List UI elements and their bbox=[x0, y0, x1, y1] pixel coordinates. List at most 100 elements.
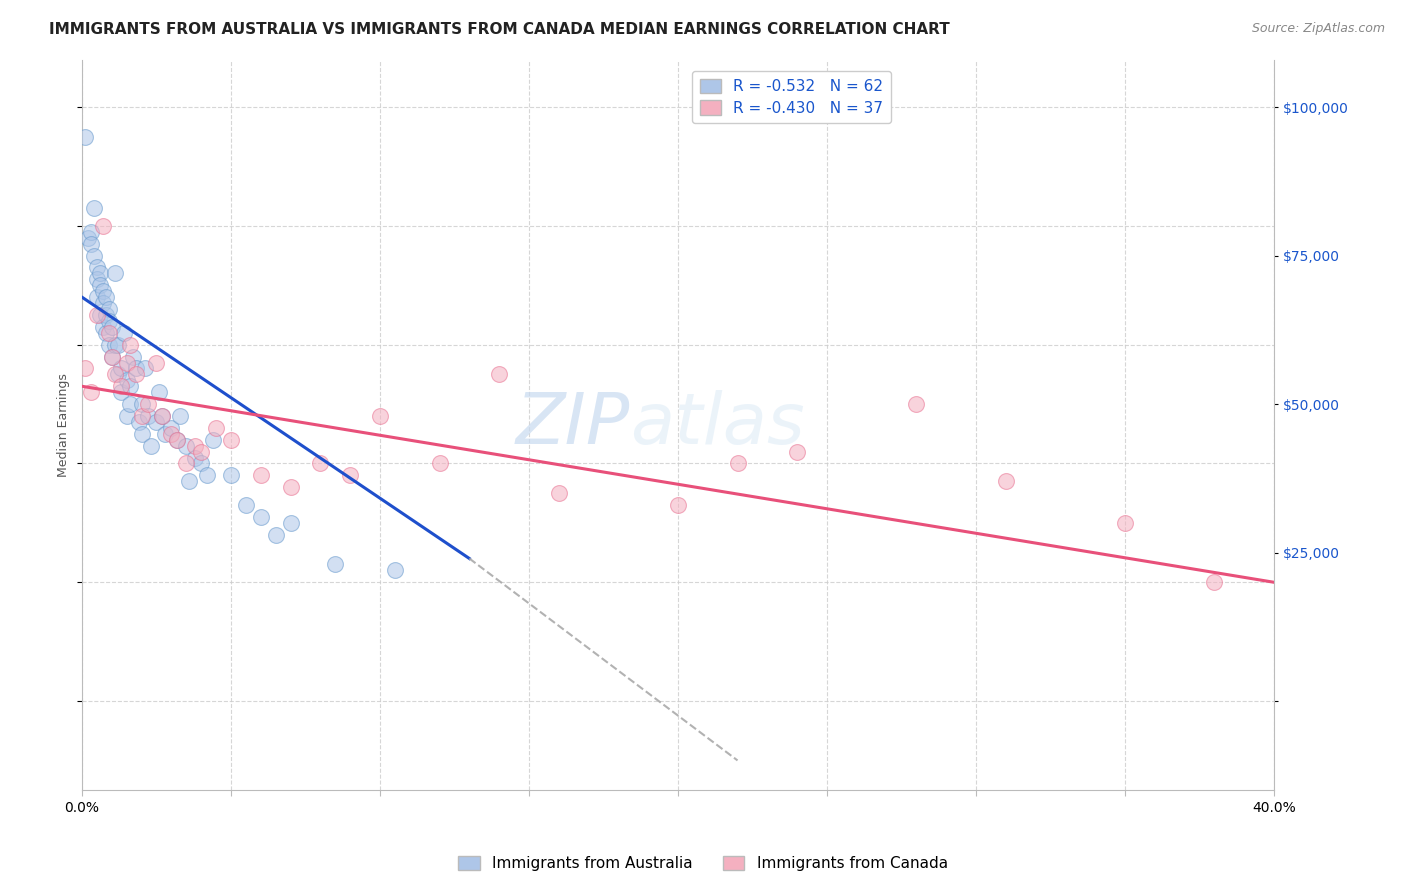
Point bbox=[786, 444, 808, 458]
Point bbox=[124, 361, 146, 376]
Point bbox=[145, 355, 167, 369]
Point bbox=[249, 510, 271, 524]
Point bbox=[118, 397, 141, 411]
Point bbox=[118, 379, 141, 393]
Point bbox=[131, 426, 153, 441]
Point bbox=[235, 498, 257, 512]
Point bbox=[91, 319, 114, 334]
Point bbox=[86, 290, 108, 304]
Point bbox=[80, 236, 103, 251]
Point bbox=[97, 314, 120, 328]
Y-axis label: Median Earnings: Median Earnings bbox=[58, 373, 70, 477]
Point bbox=[89, 308, 111, 322]
Point bbox=[97, 337, 120, 351]
Point bbox=[169, 409, 191, 423]
Point bbox=[547, 486, 569, 500]
Point bbox=[160, 421, 183, 435]
Point bbox=[115, 355, 138, 369]
Point bbox=[160, 426, 183, 441]
Point bbox=[86, 272, 108, 286]
Point bbox=[94, 326, 117, 340]
Point bbox=[488, 368, 510, 382]
Point bbox=[89, 267, 111, 281]
Point bbox=[905, 397, 928, 411]
Point bbox=[91, 284, 114, 298]
Point bbox=[280, 516, 302, 530]
Point bbox=[136, 397, 159, 411]
Point bbox=[94, 290, 117, 304]
Point bbox=[339, 468, 361, 483]
Point bbox=[112, 326, 135, 340]
Point bbox=[184, 450, 207, 465]
Point bbox=[104, 368, 127, 382]
Point bbox=[73, 129, 96, 144]
Point bbox=[80, 225, 103, 239]
Point bbox=[110, 361, 132, 376]
Legend: Immigrants from Australia, Immigrants from Canada: Immigrants from Australia, Immigrants fr… bbox=[453, 849, 953, 877]
Point bbox=[107, 368, 129, 382]
Point bbox=[174, 439, 197, 453]
Point bbox=[429, 457, 451, 471]
Point bbox=[152, 409, 174, 423]
Point bbox=[727, 457, 749, 471]
Point bbox=[166, 433, 188, 447]
Point bbox=[136, 409, 159, 423]
Point bbox=[145, 415, 167, 429]
Point bbox=[121, 350, 143, 364]
Point bbox=[994, 475, 1017, 489]
Point bbox=[1114, 516, 1136, 530]
Point bbox=[190, 457, 212, 471]
Point bbox=[73, 361, 96, 376]
Point bbox=[86, 308, 108, 322]
Text: ZIP: ZIP bbox=[516, 391, 630, 459]
Point bbox=[110, 379, 132, 393]
Point bbox=[94, 308, 117, 322]
Point bbox=[77, 231, 100, 245]
Point bbox=[174, 457, 197, 471]
Point bbox=[219, 468, 242, 483]
Point bbox=[83, 201, 105, 215]
Point bbox=[368, 409, 391, 423]
Point bbox=[179, 475, 201, 489]
Point bbox=[148, 385, 170, 400]
Point bbox=[101, 319, 124, 334]
Point bbox=[115, 373, 138, 387]
Point bbox=[280, 480, 302, 494]
Point bbox=[101, 350, 124, 364]
Point bbox=[97, 301, 120, 316]
Point bbox=[249, 468, 271, 483]
Point bbox=[83, 249, 105, 263]
Point bbox=[219, 433, 242, 447]
Point bbox=[309, 457, 332, 471]
Point bbox=[80, 385, 103, 400]
Point bbox=[152, 409, 174, 423]
Point bbox=[166, 433, 188, 447]
Point bbox=[118, 337, 141, 351]
Point bbox=[131, 409, 153, 423]
Point bbox=[1204, 575, 1226, 590]
Point bbox=[139, 439, 162, 453]
Point bbox=[131, 397, 153, 411]
Point bbox=[190, 444, 212, 458]
Point bbox=[89, 278, 111, 293]
Point bbox=[107, 337, 129, 351]
Point bbox=[91, 219, 114, 233]
Point bbox=[97, 326, 120, 340]
Text: atlas: atlas bbox=[630, 391, 804, 459]
Point bbox=[128, 415, 150, 429]
Point bbox=[205, 421, 228, 435]
Point bbox=[323, 558, 346, 572]
Point bbox=[184, 439, 207, 453]
Point bbox=[104, 267, 127, 281]
Legend: R = -0.532   N = 62, R = -0.430   N = 37: R = -0.532 N = 62, R = -0.430 N = 37 bbox=[692, 70, 891, 123]
Point bbox=[91, 296, 114, 310]
Text: Source: ZipAtlas.com: Source: ZipAtlas.com bbox=[1251, 22, 1385, 36]
Point bbox=[104, 337, 127, 351]
Point bbox=[110, 385, 132, 400]
Point bbox=[134, 361, 156, 376]
Point bbox=[195, 468, 218, 483]
Point bbox=[155, 426, 177, 441]
Point bbox=[101, 350, 124, 364]
Point bbox=[202, 433, 225, 447]
Text: IMMIGRANTS FROM AUSTRALIA VS IMMIGRANTS FROM CANADA MEDIAN EARNINGS CORRELATION : IMMIGRANTS FROM AUSTRALIA VS IMMIGRANTS … bbox=[49, 22, 950, 37]
